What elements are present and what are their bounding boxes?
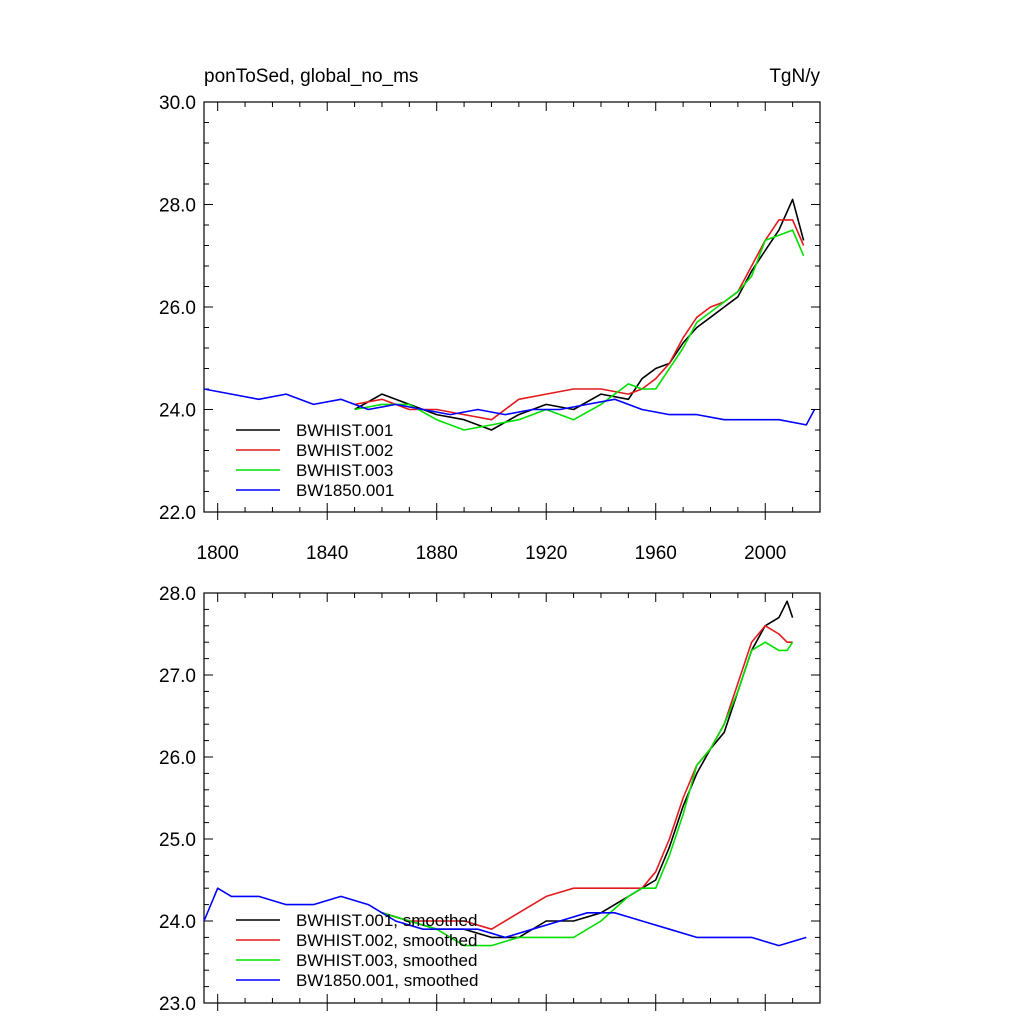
legend-label: BWHIST.001, smoothed (296, 911, 477, 930)
chart-units-label: TgN/y (769, 66, 820, 87)
x-tick-label: 1880 (416, 543, 458, 564)
x-tick-label: 1840 (306, 543, 348, 564)
legend-label: BW1850.001 (296, 481, 394, 500)
y-tick-label: 27.0 (159, 666, 196, 687)
x-tick-label: 1800 (197, 543, 239, 564)
y-tick-label: 22.0 (159, 503, 196, 524)
x-tick-label: 1960 (635, 543, 677, 564)
plot-frame (203, 592, 821, 1004)
series-line-4 (203, 887, 807, 947)
y-tick-label: 28.0 (159, 196, 196, 217)
legend-label: BWHIST.003 (296, 461, 393, 480)
legend-label: BW1850.001, smoothed (296, 971, 478, 990)
y-tick-label: 26.0 (159, 748, 196, 769)
bottom-panel: 23.0 24.0 25.0 26.0 27.0 28.0 BWHIST.001, smoo… (159, 584, 821, 1015)
series-line-1 (354, 198, 805, 431)
series-line-1 (381, 600, 794, 939)
y-tick-label: 24.0 (159, 912, 196, 933)
chart-title-left: ponToSed, global_no_ms (204, 66, 418, 87)
legend-label: BWHIST.002, smoothed (296, 931, 477, 950)
y-tick-label: 24.0 (159, 401, 196, 422)
legend-label: BWHIST.001 (296, 421, 393, 440)
x-tick-label: 2000 (744, 543, 786, 564)
series-line-3 (381, 641, 794, 947)
y-tick-label: 23.0 (159, 994, 196, 1015)
y-tick-label: 30.0 (159, 93, 196, 114)
series-line-4 (203, 388, 816, 426)
legend-label: BWHIST.002 (296, 441, 393, 460)
series-line-2 (354, 219, 805, 421)
y-tick-label: 25.0 (159, 830, 196, 851)
series-line-3 (354, 229, 805, 431)
legend-label: BWHIST.003, smoothed (296, 951, 477, 970)
series-line-2 (381, 624, 793, 931)
x-tick-label: 1920 (525, 543, 567, 564)
top-panel: 22.0 24.0 26.0 28.0 30.0 1800 1840 1880 1920 1960… (159, 93, 821, 564)
y-tick-label: 26.0 (159, 298, 196, 319)
y-tick-label: 28.0 (159, 584, 196, 605)
